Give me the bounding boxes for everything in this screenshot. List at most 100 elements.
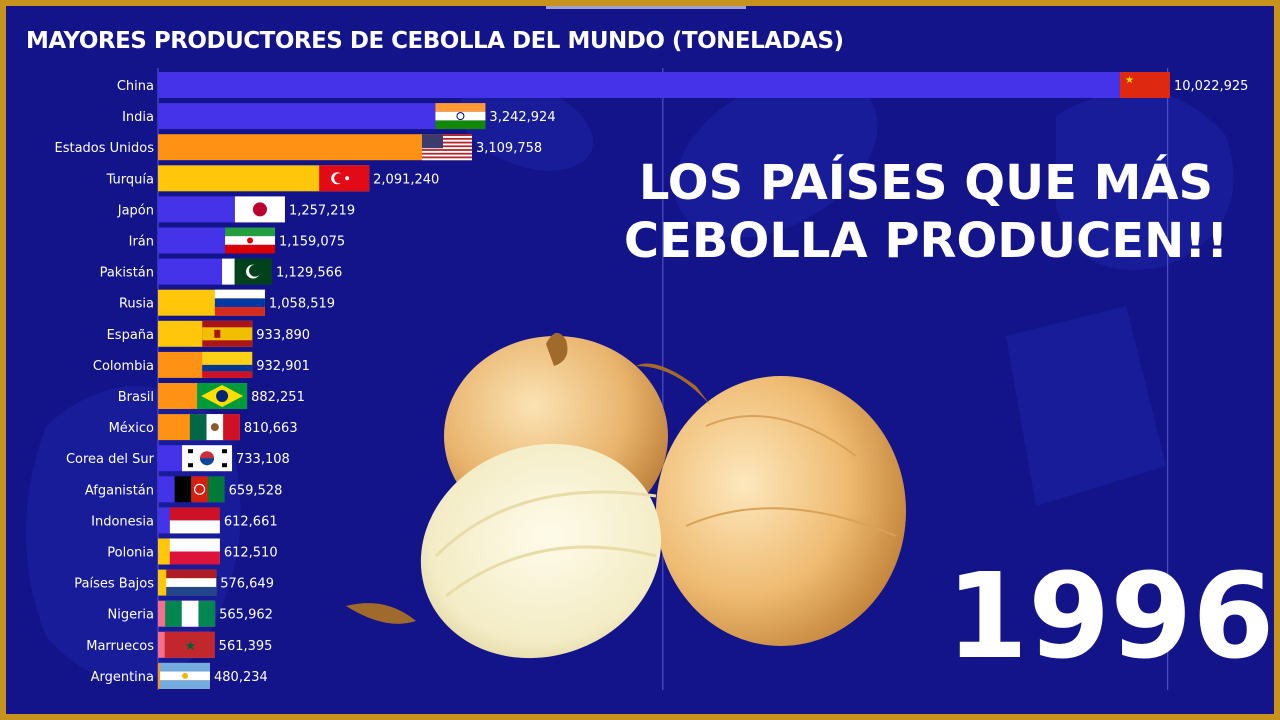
bar-row: India 3,242,924 [122,103,556,130]
category-label: Irán [129,235,154,250]
bar-row: Estados Unidos 3,109,758 [54,134,542,161]
argentina-flag-icon [160,662,210,689]
value-label: 480,234 [214,670,268,685]
category-label: Marruecos [86,639,154,654]
onion-right [636,363,906,646]
bar-row: México 810,663 [109,414,298,441]
bar-row: Irán 1,159,075 [129,227,345,254]
category-label: Japón [117,203,154,218]
bg-leaf-shape [674,74,878,238]
iran-flag-icon [225,227,276,254]
value-label: 565,962 [219,608,273,623]
category-label: Turquía [106,172,154,187]
category-label: Corea del Sur [66,452,155,467]
category-label: Argentina [91,670,154,685]
bg-fruit-shape [1056,90,1234,271]
bar-row: Colombia 932,901 [93,351,310,378]
category-label: Pakistán [100,266,154,281]
value-label: 810,663 [244,421,298,436]
value-label: 659,528 [229,483,283,498]
turkey-flag-icon [319,165,370,192]
bar-row: Indonesia 612,661 [91,507,278,534]
bar [158,72,1170,98]
brazil-flag-icon [197,383,248,409]
bar-row: Países Bajos 576,649 [74,569,274,596]
bar [158,134,472,161]
value-label: 1,257,219 [289,203,355,218]
bar-row: Nigeria 565,962 [107,600,273,627]
bar-row: Japón 1,257,219 [117,196,355,223]
mexico-flag-icon [189,414,240,441]
category-label: España [107,328,154,343]
colombia-flag-icon [202,351,253,378]
japan-flag-icon [234,196,285,223]
nigeria-flag-icon [165,600,216,627]
value-label: 612,661 [224,514,278,529]
chart-frame: MAYORES PRODUCTORES DE CEBOLLA DEL MUNDO… [6,6,1274,714]
bar-row: Pakistán 1,129,566 [100,258,342,285]
value-label: 10,022,925 [1174,79,1248,94]
category-label: Países Bajos [74,577,154,592]
value-label: 933,890 [256,328,310,343]
value-label: 882,251 [251,390,305,405]
top-accent-line [546,6,746,9]
category-label: Polonia [107,546,154,561]
category-label: Brasil [118,390,154,405]
year-label: 1996 [946,547,1274,685]
chart-title: MAYORES PRODUCTORES DE CEBOLLA DEL MUNDO… [26,28,844,54]
pakistan-flag-icon [222,258,273,285]
value-label: 612,510 [224,546,278,561]
morocco-flag-icon: ★ [164,631,215,658]
category-label: Estados Unidos [54,141,154,156]
china-flag-icon: ★ [1120,72,1170,98]
spain-flag-icon [202,320,253,347]
bar-row: ★ China 10,022,925 [117,72,1248,98]
poland-flag-icon [169,538,220,565]
value-label: 1,129,566 [276,266,342,281]
bar [158,103,486,130]
headline-line-2: CEBOLLA PRODUCEN!! [623,213,1229,269]
value-label: 3,242,924 [489,110,555,125]
bg-board-shape [1006,306,1166,506]
category-label: México [109,421,154,436]
category-label: China [117,79,154,94]
value-label: 576,649 [220,577,274,592]
value-label: 733,108 [236,452,290,467]
category-label: Nigeria [107,608,154,623]
value-label: 932,901 [256,359,310,374]
category-label: Afganistán [85,483,154,498]
value-label: 2,091,240 [373,172,439,187]
netherlands-flag-icon [166,569,217,596]
value-label: 3,109,758 [476,141,542,156]
bar-row: ★ Marruecos 561,395 [86,631,273,658]
category-label: Colombia [93,359,154,374]
value-label: 1,159,075 [279,235,345,250]
bar-row: Brasil 882,251 [118,383,305,409]
category-label: Indonesia [91,514,154,529]
onion-cut [346,443,662,659]
afghanistan-flag-icon [174,476,225,503]
bar-row: Rusia 1,058,519 [119,289,335,316]
india-flag-icon [435,103,486,130]
bar-chart: ★ China 10,022,925 India 3,242,924 Estados Un… [54,68,1248,690]
category-label: India [122,110,154,125]
onions-illustration [346,332,906,659]
headline-line-1: LOS PAÍSES QUE MÁS [638,155,1214,211]
russia-flag-icon [214,289,265,316]
category-label: Rusia [119,297,154,312]
svg-text:★: ★ [1125,75,1134,86]
bar-row: España 933,890 [107,320,310,347]
bar-row: Turquía 2,091,240 [106,165,439,192]
bar-row: Afganistán 659,528 [85,476,283,503]
indonesia-flag-icon [169,507,220,534]
headline: LOS PAÍSES QUE MÁS CEBOLLA PRODUCEN!! [566,154,1274,270]
bg-bean-shape [458,81,594,171]
bar-row: Corea del Sur 733,108 [66,445,290,472]
value-label: 561,395 [219,639,273,654]
svg-text:★: ★ [185,639,197,654]
bar-row: Argentina 480,234 [91,662,268,689]
south-korea-flag-icon [182,445,233,472]
usa-flag-icon [421,134,472,161]
value-label: 1,058,519 [269,297,335,312]
bar-row: Polonia 612,510 [107,538,278,565]
